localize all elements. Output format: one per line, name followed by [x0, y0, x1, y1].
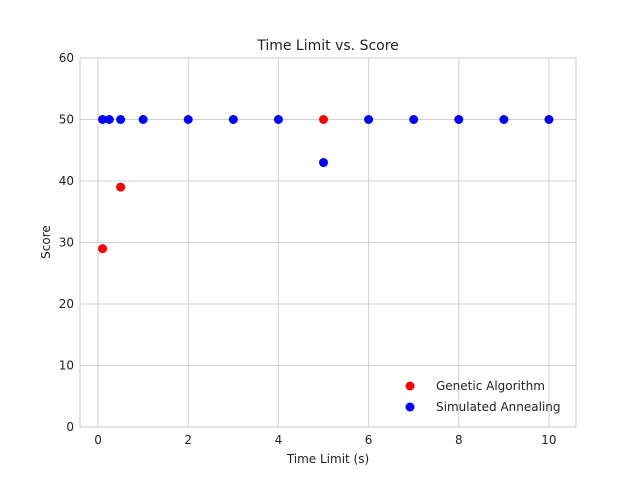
- data-point: [138, 115, 148, 124]
- data-point: [318, 158, 328, 168]
- y-tick-label: 20: [59, 297, 74, 311]
- data-point: [98, 244, 108, 254]
- y-tick-label: 40: [59, 174, 74, 188]
- data-point: [273, 115, 283, 124]
- data-point: [318, 115, 328, 124]
- data-point: [116, 115, 126, 124]
- y-axis-label: Score: [39, 225, 53, 259]
- chart-title: Time Limit vs. Score: [256, 38, 399, 54]
- data-point: [544, 115, 554, 124]
- grid-lines: [80, 57, 576, 428]
- data-point: [116, 182, 126, 192]
- x-tick-label: 6: [365, 433, 373, 447]
- data-point: [409, 115, 419, 124]
- legend-label: Genetic Algorithm: [436, 379, 545, 393]
- y-tick-label: 50: [59, 113, 74, 127]
- x-tick-labels: 0 2 4 6 8 10: [94, 433, 556, 447]
- y-tick-label: 30: [59, 236, 74, 250]
- data-point: [104, 115, 114, 124]
- legend-marker: [405, 402, 415, 412]
- x-tick-label: 0: [94, 433, 102, 447]
- x-tick-label: 10: [541, 433, 556, 447]
- y-tick-label: 0: [66, 420, 74, 434]
- legend-marker: [405, 381, 415, 391]
- y-tick-label: 10: [59, 359, 74, 373]
- x-tick-label: 4: [275, 433, 283, 447]
- data-point: [98, 115, 108, 124]
- x-tick-label: 2: [184, 433, 192, 447]
- plot-frame: [79, 57, 577, 428]
- legend: Genetic Algorithm Simulated Annealing: [405, 379, 561, 414]
- legend-label: Simulated Annealing: [436, 400, 561, 414]
- y-tick-labels: 0 10 20 30 40 50 60: [59, 51, 74, 434]
- data-point: [454, 115, 464, 124]
- data-point: [183, 115, 193, 124]
- data-point: [228, 115, 238, 124]
- series-simulated-annealing: [98, 115, 554, 168]
- series-genetic-algorithm: [98, 115, 328, 254]
- data-point: [364, 115, 374, 124]
- data-point: [499, 115, 509, 124]
- x-tick-label: 8: [455, 433, 463, 447]
- x-axis-label: Time Limit (s): [286, 452, 369, 466]
- y-tick-label: 60: [59, 51, 74, 65]
- data-points: [98, 115, 554, 254]
